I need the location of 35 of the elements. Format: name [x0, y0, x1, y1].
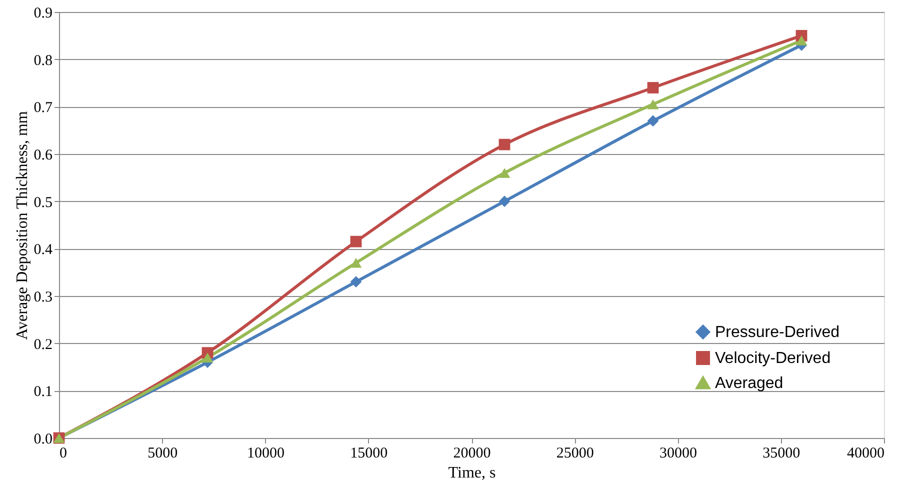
point	[647, 115, 659, 127]
x-tick-label: 10000	[247, 446, 284, 462]
x-tick-label: 15000	[350, 446, 388, 462]
y-tick-label: 0.9	[34, 6, 52, 22]
x-tick-label: 5000	[148, 446, 178, 462]
point	[498, 168, 510, 178]
y-tick-label: 0.1	[34, 384, 52, 400]
y-tick-label: 0.7	[34, 100, 53, 116]
point	[350, 276, 362, 288]
y-tick-label: 0.4	[34, 242, 53, 258]
x-axis-title: Time, s	[448, 464, 496, 482]
y-tick-label: 0.3	[34, 290, 52, 306]
legend-label: Velocity-Derived	[715, 350, 831, 367]
y-tick-label: 0.8	[34, 52, 52, 69]
y-tick-label: 0.2	[34, 336, 52, 353]
point	[350, 258, 362, 268]
x-tick-label: 30000	[660, 446, 697, 462]
x-tick-label: 20000	[453, 446, 491, 462]
y-axis-title: Average Deposition Thickness, mm	[14, 110, 31, 340]
y-tick-label: 0.5	[34, 194, 52, 211]
point	[350, 236, 362, 248]
x-tick-label: 35000	[762, 446, 800, 462]
x-tick-label: 0	[60, 446, 67, 462]
y-tick-label: 0.0	[34, 432, 52, 448]
legend-label: Pressure-Derived	[715, 324, 840, 341]
point	[498, 138, 510, 150]
point	[647, 99, 659, 110]
point	[202, 352, 214, 362]
point	[647, 82, 659, 94]
y-tick-label: 0.6	[34, 148, 53, 164]
point	[796, 35, 808, 46]
x-tick-label: 40000	[847, 446, 884, 462]
x-tick-label: 25000	[556, 446, 594, 462]
legend-label: Averaged	[715, 375, 784, 392]
point	[498, 196, 510, 208]
